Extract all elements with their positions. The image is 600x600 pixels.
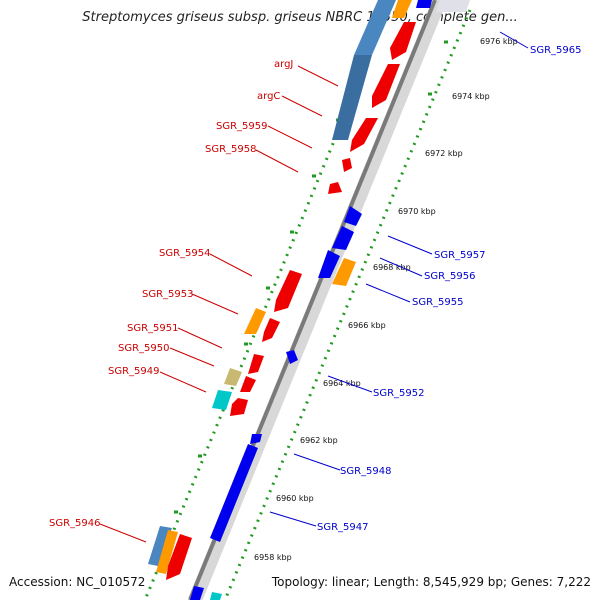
gene-SGR_5965-fade [436, 0, 470, 12]
gene-label: SGR_5952 [373, 388, 425, 399]
gene-label: argC [257, 91, 280, 102]
gene-label: SGR_5958 [205, 144, 257, 155]
gene-SGR_5946c [166, 534, 192, 580]
gene-label: SGR_5954 [159, 248, 211, 259]
reverse-genes[interactable] [190, 0, 470, 600]
gene-label: SGR_5959 [216, 121, 268, 132]
left-labels: argJ argC SGR_5959 SGR_5958 SGR_5954 SGR… [49, 59, 339, 543]
gene-red-top [390, 22, 416, 60]
gene-SGR_5949b [230, 398, 248, 416]
gene-SGR_5958 [342, 158, 352, 172]
tick-label: 6976 kbp [480, 37, 518, 46]
gene-label: SGR_5957 [434, 250, 486, 261]
tick-label: 6962 kbp [300, 436, 338, 445]
gene-SGR_5949 [212, 390, 232, 410]
gene-SGR_5950 [224, 368, 242, 386]
gene-label: SGR_5949 [108, 366, 160, 377]
tick-label: 6972 kbp [425, 149, 463, 158]
gene-argJ-cap [332, 55, 372, 140]
gene-SGR_5953b [262, 318, 280, 342]
gene-SGR_5946b [156, 530, 178, 574]
gene-SGR_5954 [274, 270, 302, 312]
gene-SGR_5951 [248, 354, 264, 374]
gene-SGR_5957 [344, 206, 362, 226]
gene-label: SGR_5953 [142, 289, 194, 300]
gene-label: SGR_5956 [424, 271, 476, 282]
gene-small-red [328, 182, 342, 194]
gene-SGR_5948 [250, 434, 262, 444]
tick-label: 6970 kbp [398, 207, 436, 216]
gene-label: SGR_5965 [530, 45, 582, 56]
tick-label: 6964 kbp [323, 379, 361, 388]
gene-SGR_5965 [416, 0, 432, 8]
tick-label: 6958 kbp [254, 553, 292, 562]
gene-SGR_5946a [148, 526, 172, 566]
tick-label: 6966 kbp [348, 321, 386, 330]
gene-argJ [354, 0, 396, 55]
gene-bottom-cyan [210, 592, 222, 600]
gene-label: SGR_5950 [118, 343, 170, 354]
gene-SGR_5955 [332, 258, 356, 286]
gene-SGR_5950b [240, 376, 256, 392]
gene-argC [372, 64, 400, 108]
tick-label: 6974 kbp [452, 92, 490, 101]
map-title: Streptomyces griseus subsp. griseus NBRC… [82, 10, 518, 25]
gene-SGR_5947 [210, 444, 258, 542]
forward-genes[interactable] [148, 0, 416, 580]
right-labels: SGR_5965 SGR_5957 SGR_5956 SGR_5955 SGR_… [269, 31, 582, 533]
accession-text: Accession: NC_010572 [9, 575, 146, 589]
gene-label: SGR_5946 [49, 518, 101, 529]
tick-label: 6960 kbp [276, 494, 314, 503]
gene-SGR_5957b [332, 226, 354, 250]
gene-SGR_5953 [244, 308, 266, 334]
kbp-ticks: 6976 kbp 6974 kbp 6972 kbp 6970 kbp 6968… [254, 37, 518, 562]
tick-label: 6968 kbp [373, 263, 411, 272]
gene-SGR_5956 [318, 250, 340, 278]
gene-bottom-blue [190, 586, 204, 600]
topology-text: Topology: linear; Length: 8,545,929 bp; … [271, 575, 591, 589]
gene-label: SGR_5955 [412, 297, 464, 308]
gene-SGR_5952 [286, 350, 298, 364]
gene-SGR_5959 [350, 118, 378, 152]
gene-label: SGR_5951 [127, 323, 179, 334]
tick-marks [174, 118, 340, 514]
gene-label: SGR_5947 [317, 522, 369, 533]
gene-label: SGR_5948 [340, 466, 392, 477]
gene-label: argJ [274, 59, 293, 70]
gene-orange-top [392, 0, 412, 18]
